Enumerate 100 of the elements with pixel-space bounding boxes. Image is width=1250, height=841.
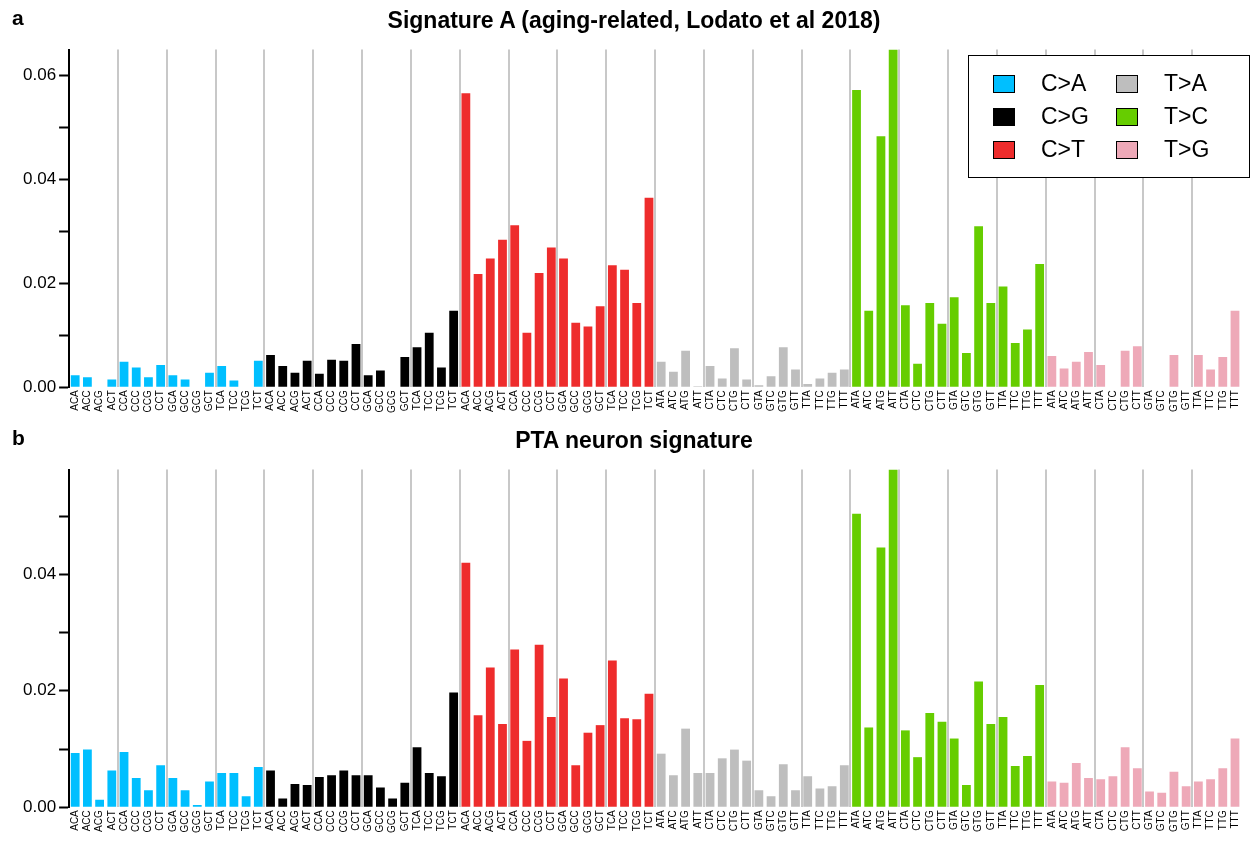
x-tick-label: TCA bbox=[215, 389, 227, 411]
bar bbox=[1193, 781, 1203, 807]
bar bbox=[376, 787, 385, 807]
x-tick-label: GCA bbox=[166, 389, 178, 412]
x-tick-label: ATT bbox=[691, 810, 703, 829]
x-tick-label: TTG bbox=[1216, 810, 1228, 831]
x-tick-label: GTT bbox=[789, 810, 801, 831]
bar bbox=[1157, 792, 1167, 807]
x-tick-label: CTT bbox=[740, 810, 752, 830]
x-tick-label: ACG bbox=[93, 390, 105, 412]
bar bbox=[205, 781, 214, 807]
x-tick-label: GTA bbox=[752, 389, 764, 411]
x-tick-label: TCG bbox=[435, 390, 447, 412]
x-tick-label: TTG bbox=[1021, 390, 1033, 411]
bar bbox=[827, 372, 837, 387]
bar bbox=[339, 770, 349, 807]
bar bbox=[998, 286, 1008, 387]
x-tick-label: CCC bbox=[520, 390, 532, 412]
x-tick-label: CCT bbox=[154, 390, 166, 411]
bar bbox=[156, 364, 166, 387]
bar bbox=[1206, 779, 1215, 807]
bar bbox=[461, 562, 471, 807]
x-tick-label: ATT bbox=[1082, 390, 1094, 409]
bar bbox=[424, 332, 434, 387]
x-tick-label: ATA bbox=[850, 809, 862, 829]
bar bbox=[473, 273, 483, 387]
x-tick-label: ACC bbox=[471, 810, 483, 832]
bar bbox=[669, 371, 678, 387]
bar bbox=[1023, 329, 1032, 387]
x-tick-label: ACA bbox=[264, 809, 276, 831]
x-tick-label: ACG bbox=[288, 390, 300, 412]
x-tick-label: TTA bbox=[801, 809, 813, 829]
bar bbox=[571, 765, 581, 807]
x-tick-label: CCG bbox=[532, 810, 544, 833]
x-tick-label: TTC bbox=[1204, 390, 1216, 410]
x-tick-label: GTC bbox=[764, 810, 776, 832]
x-tick-label: ACT bbox=[105, 390, 117, 411]
bar bbox=[925, 712, 935, 807]
x-tick-label: ATA bbox=[654, 809, 666, 829]
x-tick-label: TCC bbox=[618, 810, 630, 831]
x-tick-label: GTA bbox=[1143, 389, 1155, 411]
bar bbox=[632, 719, 642, 807]
bar bbox=[1071, 762, 1081, 807]
bar bbox=[1145, 791, 1154, 807]
x-tick-label: TCG bbox=[239, 390, 251, 412]
bar bbox=[119, 361, 129, 387]
x-tick-label: CTA bbox=[703, 389, 715, 410]
x-tick-label: CTT bbox=[935, 390, 947, 410]
x-tick-label: TCC bbox=[227, 810, 239, 831]
x-tick-label: GCC bbox=[178, 390, 190, 413]
x-tick-label: GCC bbox=[374, 810, 386, 833]
bar bbox=[168, 778, 178, 807]
x-tick-label: CCG bbox=[532, 390, 544, 413]
bar bbox=[412, 747, 422, 807]
bar bbox=[962, 785, 971, 807]
bar bbox=[363, 775, 373, 807]
x-tick-label: TCT bbox=[642, 390, 654, 410]
x-tick-label: GTC bbox=[960, 810, 972, 832]
x-tick-label: CTC bbox=[1106, 390, 1118, 411]
x-tick-label: TTG bbox=[1216, 390, 1228, 411]
bar bbox=[327, 775, 336, 807]
bar bbox=[852, 90, 861, 387]
x-tick-label: CCA bbox=[313, 809, 325, 832]
x-tick-label: ACA bbox=[68, 389, 80, 411]
x-tick-label: CTC bbox=[1106, 810, 1118, 831]
x-tick-label: GTA bbox=[947, 809, 959, 831]
bar bbox=[717, 758, 727, 807]
bar bbox=[1169, 355, 1179, 387]
bar bbox=[266, 770, 275, 807]
bar bbox=[864, 727, 874, 807]
bar bbox=[595, 725, 605, 807]
x-tick-label: TCC bbox=[618, 390, 630, 411]
bar bbox=[1047, 356, 1057, 387]
bar bbox=[485, 258, 495, 387]
x-tick-label: CTG bbox=[728, 390, 740, 412]
x-tick-label: GTA bbox=[1143, 809, 1155, 831]
x-tick-label: TCA bbox=[410, 389, 422, 411]
bar bbox=[559, 258, 568, 387]
x-tick-label: ATA bbox=[850, 389, 862, 409]
bar bbox=[913, 757, 922, 807]
bar bbox=[1120, 350, 1130, 387]
legend-label: C>T bbox=[1041, 136, 1086, 163]
x-tick-label: CTC bbox=[715, 810, 727, 831]
x-tick-label: CCG bbox=[142, 390, 154, 413]
bar bbox=[217, 772, 227, 807]
bar bbox=[949, 738, 959, 807]
bar bbox=[314, 373, 324, 387]
x-tick-label: ACC bbox=[276, 390, 288, 412]
x-tick-label: ATT bbox=[691, 390, 703, 409]
x-tick-label: ACA bbox=[459, 809, 471, 831]
x-tick-label: TCC bbox=[227, 390, 239, 411]
bar bbox=[253, 360, 263, 387]
bar bbox=[1023, 756, 1032, 807]
y-tick-label: 0.00 bbox=[22, 796, 57, 816]
x-tick-label: GTG bbox=[972, 390, 984, 412]
x-tick-label: ATA bbox=[1045, 389, 1057, 409]
bar bbox=[632, 303, 642, 387]
x-tick-label: CTC bbox=[911, 810, 923, 831]
x-tick-label: CCT bbox=[349, 390, 361, 411]
bar bbox=[339, 360, 349, 387]
